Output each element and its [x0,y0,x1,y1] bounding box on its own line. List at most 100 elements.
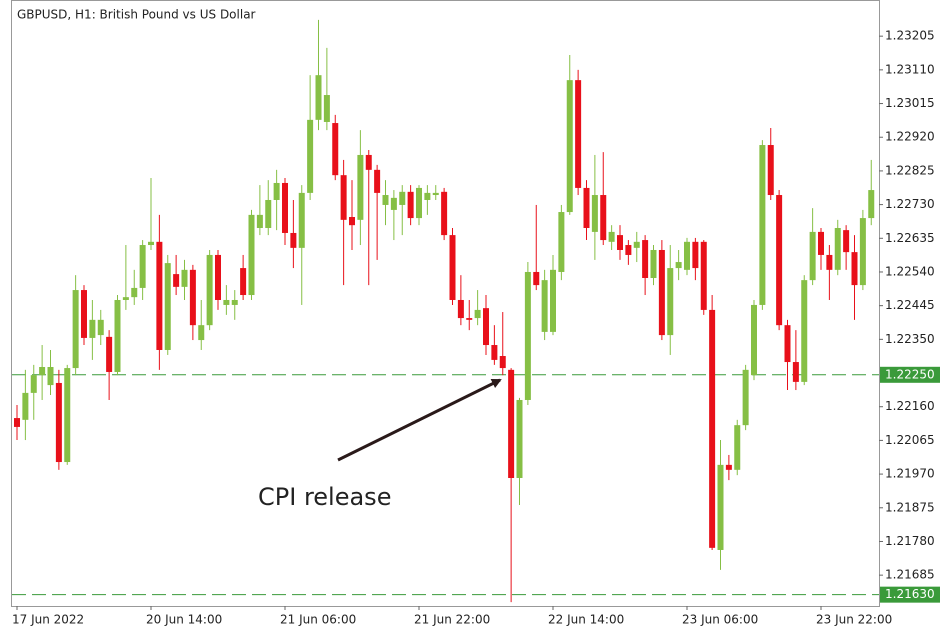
candle-body [692,241,699,269]
candle-body [792,362,799,382]
y-tick-label: 1.22730 [885,197,935,211]
candle-body [834,228,841,270]
y-tick-label: 1.22445 [885,298,935,312]
candle-body [307,119,314,193]
level-label-bg [880,366,940,383]
candle-body [642,240,649,279]
candle-body [139,245,146,288]
y-tick-label: 1.21970 [885,467,935,481]
candle-body [524,271,531,400]
candle-body [55,382,62,463]
candle-body [658,249,665,336]
candle-body [30,375,37,393]
candle-body [164,263,171,350]
candle-body [583,187,590,229]
candle-body [416,187,422,219]
candle-body [223,299,230,305]
candle-body [256,214,263,229]
candle-body [340,175,347,220]
y-tick-label: 1.22825 [885,163,935,177]
candle-body [206,254,213,326]
candle-body [248,214,255,296]
candle-body [625,245,632,255]
level-label-bg [880,586,940,603]
x-tick-label: 23 Jun 06:00 [682,613,758,627]
candle-body [365,154,372,170]
y-tick-label: 1.22065 [885,433,935,447]
candle-body [508,369,515,478]
candle-body [173,274,180,287]
candle-body [667,268,674,336]
candle-body [491,345,498,360]
candle-body [591,195,598,232]
candle-body [499,356,506,369]
candle-body [734,425,741,470]
candle-body [784,325,791,363]
candle-body [566,80,573,213]
plot-frame [11,0,880,607]
candle-body [332,123,339,176]
y-tick-label: 1.22350 [885,332,935,346]
candle-body [106,336,113,372]
y-tick-label: 1.22540 [885,264,935,278]
candle-body [282,182,288,233]
x-tick-label: 23 Jun 22:00 [816,613,892,627]
candle-body [742,369,749,426]
x-tick-label: 22 Jun 14:00 [548,613,624,627]
candle-body [483,308,489,346]
candle-body [39,367,46,376]
candle-body [575,80,582,188]
candle-body [675,262,682,269]
y-tick-label: 1.23205 [885,29,935,43]
candle-body [633,241,640,248]
candle-body [541,280,548,332]
candle-body [315,75,322,120]
candle-body [751,304,757,376]
candle-body [801,280,808,382]
candle-body [215,254,221,300]
candle-body [399,191,406,205]
candle-body [290,232,297,248]
x-tick-label: 20 Jun 14:00 [146,613,222,627]
y-tick-label: 1.21780 [885,534,935,548]
candle-body [231,299,238,305]
candle-body [349,217,355,226]
candle-body [516,399,523,478]
candle-body [14,418,20,427]
candle-body [725,464,732,470]
y-tick-label: 1.23015 [885,96,935,110]
candle-body [767,145,774,196]
level-label: 1.21630 [885,587,935,601]
candle-body [114,299,121,372]
candle-body [558,212,565,272]
level-label: 1.22250 [885,367,935,381]
candle-body [181,269,188,287]
candle-body [72,290,79,369]
candle-body [122,297,129,300]
candle-body [717,464,724,550]
candle-body [298,192,305,248]
candle-body [533,271,540,286]
candle-body [550,269,556,332]
candle-body [851,252,858,286]
x-tick-label: 21 Jun 06:00 [280,613,356,627]
candle-body [474,309,481,319]
candle-body [323,95,330,122]
candle-body [131,287,138,298]
candle-body [457,299,464,319]
candle-body [441,191,448,236]
x-tick-label: 17 Jun 2022 [12,613,84,627]
candle-body [843,230,850,253]
candle-body [189,269,196,326]
candle-body [89,319,96,338]
annotation-arrow [337,378,502,462]
candle-body [374,169,381,193]
candle-body [868,190,875,219]
candle-body [357,154,364,220]
candle-body [818,231,824,255]
y-tick-label: 1.23110 [885,62,935,76]
candle-body [449,235,456,300]
candle-body [859,218,866,286]
candle-body [273,182,280,200]
